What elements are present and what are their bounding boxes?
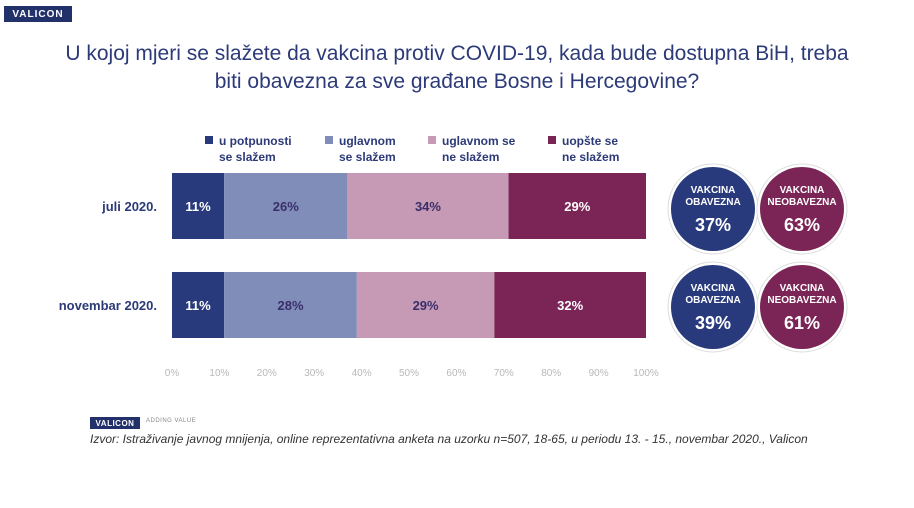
bar-segment-2-2 — [224, 272, 357, 338]
legend-swatch-2 — [325, 136, 333, 144]
x-tick-label-8: 70% — [494, 368, 514, 379]
legend-item-1: u potpunosti se slažem — [205, 133, 314, 165]
data-label-1-3: 34% — [415, 199, 441, 214]
bar-segment-2-3 — [356, 272, 495, 338]
x-tick-label-7: 60% — [446, 368, 466, 379]
source-note: Izvor: Istraživanje javnog mnijenja, onl… — [90, 432, 808, 446]
bar-segment-1-4 — [508, 173, 646, 239]
x-tick-label-4: 30% — [304, 368, 324, 379]
summary-label-obavezna-2-1: VAKCINA — [691, 283, 736, 294]
category-label-1: juli 2020. — [101, 199, 157, 214]
summary-value-neobavezna-1: 63% — [784, 215, 820, 235]
data-label-2-3: 29% — [413, 298, 439, 313]
legend-swatch-3 — [428, 136, 436, 144]
legend-label-4: uopšte se ne slažem — [562, 134, 620, 164]
bar-segment-2-1 — [172, 272, 225, 338]
category-label-2: novembar 2020. — [59, 298, 157, 313]
summary-value-obavezna-2: 39% — [695, 313, 731, 333]
data-label-1-2: 26% — [273, 199, 299, 214]
summary-label-neobavezna-1-2: NEOBAVEZNA — [767, 197, 836, 208]
chart-title: U kojoj mjeri se slažete da vakcina prot… — [0, 40, 914, 96]
summary-label-obavezna-1-1: VAKCINA — [691, 185, 736, 196]
bar-segment-1-2 — [224, 173, 348, 239]
summary-label-obavezna-2-2: OBAVEZNA — [685, 295, 740, 306]
summary-label-neobavezna-2-1: VAKCINA — [780, 283, 825, 294]
data-label-2-4: 32% — [557, 298, 583, 313]
bar-segment-1-3 — [347, 173, 509, 239]
data-label-1-4: 29% — [564, 199, 590, 214]
legend-swatch-4 — [548, 136, 556, 144]
x-tick-label-9: 80% — [541, 368, 561, 379]
summary-value-obavezna-1: 37% — [695, 215, 731, 235]
x-tick-label-2: 10% — [209, 368, 229, 379]
x-tick-label-10: 90% — [589, 368, 609, 379]
x-tick-label-3: 20% — [257, 368, 277, 379]
legend-item-3: uglavnom se ne slažem — [428, 133, 537, 165]
x-tick-label-6: 50% — [399, 368, 419, 379]
bar-segment-2-4 — [494, 272, 646, 338]
summary-circle-obavezna-1 — [671, 167, 755, 251]
summary-label-obavezna-1-2: OBAVEZNA — [685, 197, 740, 208]
summary-circle-obavezna-2 — [671, 265, 755, 349]
legend-label-1: u potpunosti se slažem — [219, 134, 292, 164]
data-label-2-1: 11% — [185, 298, 211, 313]
legend-swatch-1 — [205, 136, 213, 144]
summary-label-neobavezna-2-2: NEOBAVEZNA — [767, 295, 836, 306]
footer-valicon-logo: VALICON — [90, 417, 140, 429]
legend-label-2: uglavnom se slažem — [339, 134, 396, 164]
data-label-2-2: 28% — [277, 298, 303, 313]
summary-value-neobavezna-2: 61% — [784, 313, 820, 333]
bar-segment-1-1 — [172, 173, 225, 239]
valicon-logo: VALICON — [4, 6, 72, 22]
x-tick-label-11: 100% — [633, 368, 659, 379]
x-tick-label-5: 40% — [352, 368, 372, 379]
legend-item-4: uopšte se ne slažem — [548, 133, 657, 165]
footer-tagline: ADDING VALUE — [146, 418, 197, 424]
summary-circle-neobavezna-2 — [760, 265, 844, 349]
legend-label-3: uglavnom se ne slažem — [442, 134, 516, 164]
title-line-2: biti obavezna za sve građane Bosne i Her… — [214, 70, 700, 93]
title-line-1: U kojoj mjeri se slažete da vakcina prot… — [65, 42, 849, 65]
x-tick-label-1: 0% — [165, 368, 180, 379]
summary-label-neobavezna-1-1: VAKCINA — [780, 185, 825, 196]
summary-circle-neobavezna-1 — [760, 167, 844, 251]
data-label-1-1: 11% — [185, 199, 211, 214]
legend-item-2: uglavnom se slažem — [325, 133, 434, 165]
